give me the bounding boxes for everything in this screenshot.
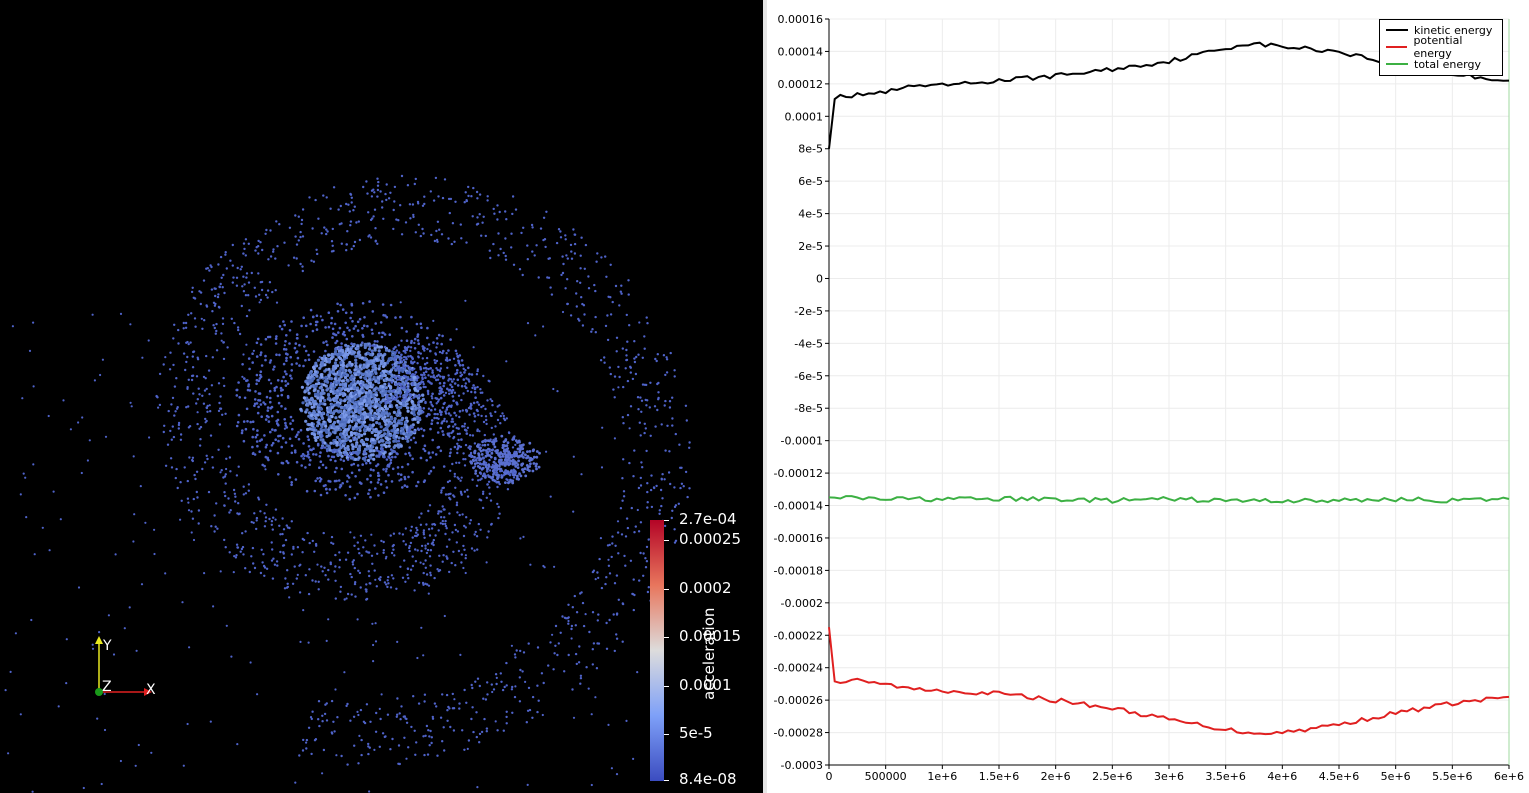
y-tick-label: 0.00014 [778, 45, 824, 58]
colorbar-tick [664, 589, 669, 590]
x-tick-label: 2.5e+6 [1092, 770, 1132, 783]
y-tick-label: 0 [816, 272, 823, 285]
colorbar-label: 0.0001 [679, 676, 732, 694]
y-tick-label: 8e-5 [798, 143, 823, 156]
y-tick-label: -0.0003 [781, 759, 823, 772]
x-tick-label: 5e+6 [1381, 770, 1411, 783]
y-tick-label: -6e-5 [794, 370, 823, 383]
series-line-potential-energy [828, 627, 1510, 736]
x-tick-label: 6e+6 [1494, 770, 1524, 783]
legend-item: kinetic energy [1380, 23, 1492, 37]
x-tick-label: 1.5e+6 [979, 770, 1019, 783]
y-tick-label: -0.0001 [781, 435, 823, 448]
x-tick-label: 2e+6 [1041, 770, 1071, 783]
colorbar [650, 520, 664, 781]
colorbar-label: 0.00025 [679, 530, 742, 548]
x-tick-label: 0 [826, 770, 833, 783]
x-tick-label: 4.5e+6 [1319, 770, 1359, 783]
z-axis-dot [95, 688, 103, 696]
chart-legend: kinetic energy potential energy total en… [1379, 19, 1503, 76]
render-viewport[interactable]: 2.7e-04 0.00025 0.0002 0.00015 0.0001 5e… [0, 0, 763, 793]
colorbar-tick [664, 734, 669, 735]
legend-label: total energy [1414, 57, 1481, 71]
particle-cloud [4, 174, 691, 793]
y-tick-label: -0.00018 [774, 564, 823, 577]
colorbar-label: 5e-5 [679, 724, 713, 742]
x-axis-arrow [144, 688, 152, 696]
y-tick-label: -0.00016 [774, 532, 823, 545]
legend-label: potential energy [1413, 34, 1463, 60]
particle-render [4, 174, 691, 793]
colorbar-label-max: 2.7e-04 [679, 510, 737, 528]
y-tick-label: 0.00016 [778, 13, 824, 26]
z-axis-label: Z [102, 679, 112, 695]
y-tick-label: 6e-5 [798, 175, 823, 188]
y-tick-label: 2e-5 [798, 240, 823, 253]
y-tick-label: -0.00022 [774, 629, 823, 642]
legend-swatch [1386, 29, 1408, 31]
y-tick-label: -8e-5 [794, 402, 823, 415]
colorbar-title: acceleration [700, 607, 718, 700]
y-tick-label: 0.00012 [778, 78, 824, 91]
y-tick-label: -0.00014 [774, 500, 823, 513]
orientation-axes: Y X Z [95, 636, 156, 698]
x-tick-label: 5.5e+6 [1432, 770, 1472, 783]
y-axis-label: Y [102, 638, 112, 654]
y-tick-label: 0.0001 [785, 110, 824, 123]
colorbar-tick [664, 540, 669, 541]
y-tick-label: 4e-5 [798, 208, 823, 221]
y-tick-label: -2e-5 [794, 305, 823, 318]
colorbar-label: 0.0002 [679, 579, 732, 597]
x-tick-label: 1e+6 [927, 770, 957, 783]
y-tick-label: -0.00024 [774, 662, 823, 675]
y-tick-label: -0.00028 [774, 727, 823, 740]
series-line-total-energy [828, 495, 1510, 504]
legend-swatch [1386, 46, 1408, 48]
legend-label: kinetic energy [1414, 23, 1493, 37]
y-tick-label: -0.00012 [774, 467, 823, 480]
colorbar-tick [664, 780, 669, 781]
x-tick-label: 500000 [865, 770, 907, 783]
legend-swatch [1386, 63, 1408, 65]
colorbar-label-min: 8.4e-08 [679, 770, 737, 788]
x-axis-label: X [146, 682, 156, 698]
colorbar-tick [664, 520, 669, 521]
y-axis-arrow [95, 636, 103, 644]
colorbar-tick [664, 637, 669, 638]
pane-splitter[interactable] [763, 0, 767, 793]
colorbar-tick [664, 686, 669, 687]
y-tick-label: -0.0002 [781, 597, 823, 610]
line-chart: 0.00016 0.00014 0.00012 0.0001 8e-5 6e-5 4e-5 2… [774, 13, 1524, 783]
colorbar-label: 0.00015 [679, 627, 742, 645]
legend-item: total energy [1380, 57, 1481, 71]
x-tick-label: 4e+6 [1267, 770, 1297, 783]
y-tick-label: -4e-5 [794, 337, 823, 350]
line-chart-view[interactable]: 0.00016 0.00014 0.00012 0.0001 8e-5 6e-5 4e-5 2… [767, 0, 1529, 793]
legend-item: potential energy [1380, 34, 1502, 60]
x-tick-label: 3.5e+6 [1205, 770, 1245, 783]
x-tick-label: 3e+6 [1154, 770, 1184, 783]
y-tick-label: -0.00026 [774, 694, 823, 707]
